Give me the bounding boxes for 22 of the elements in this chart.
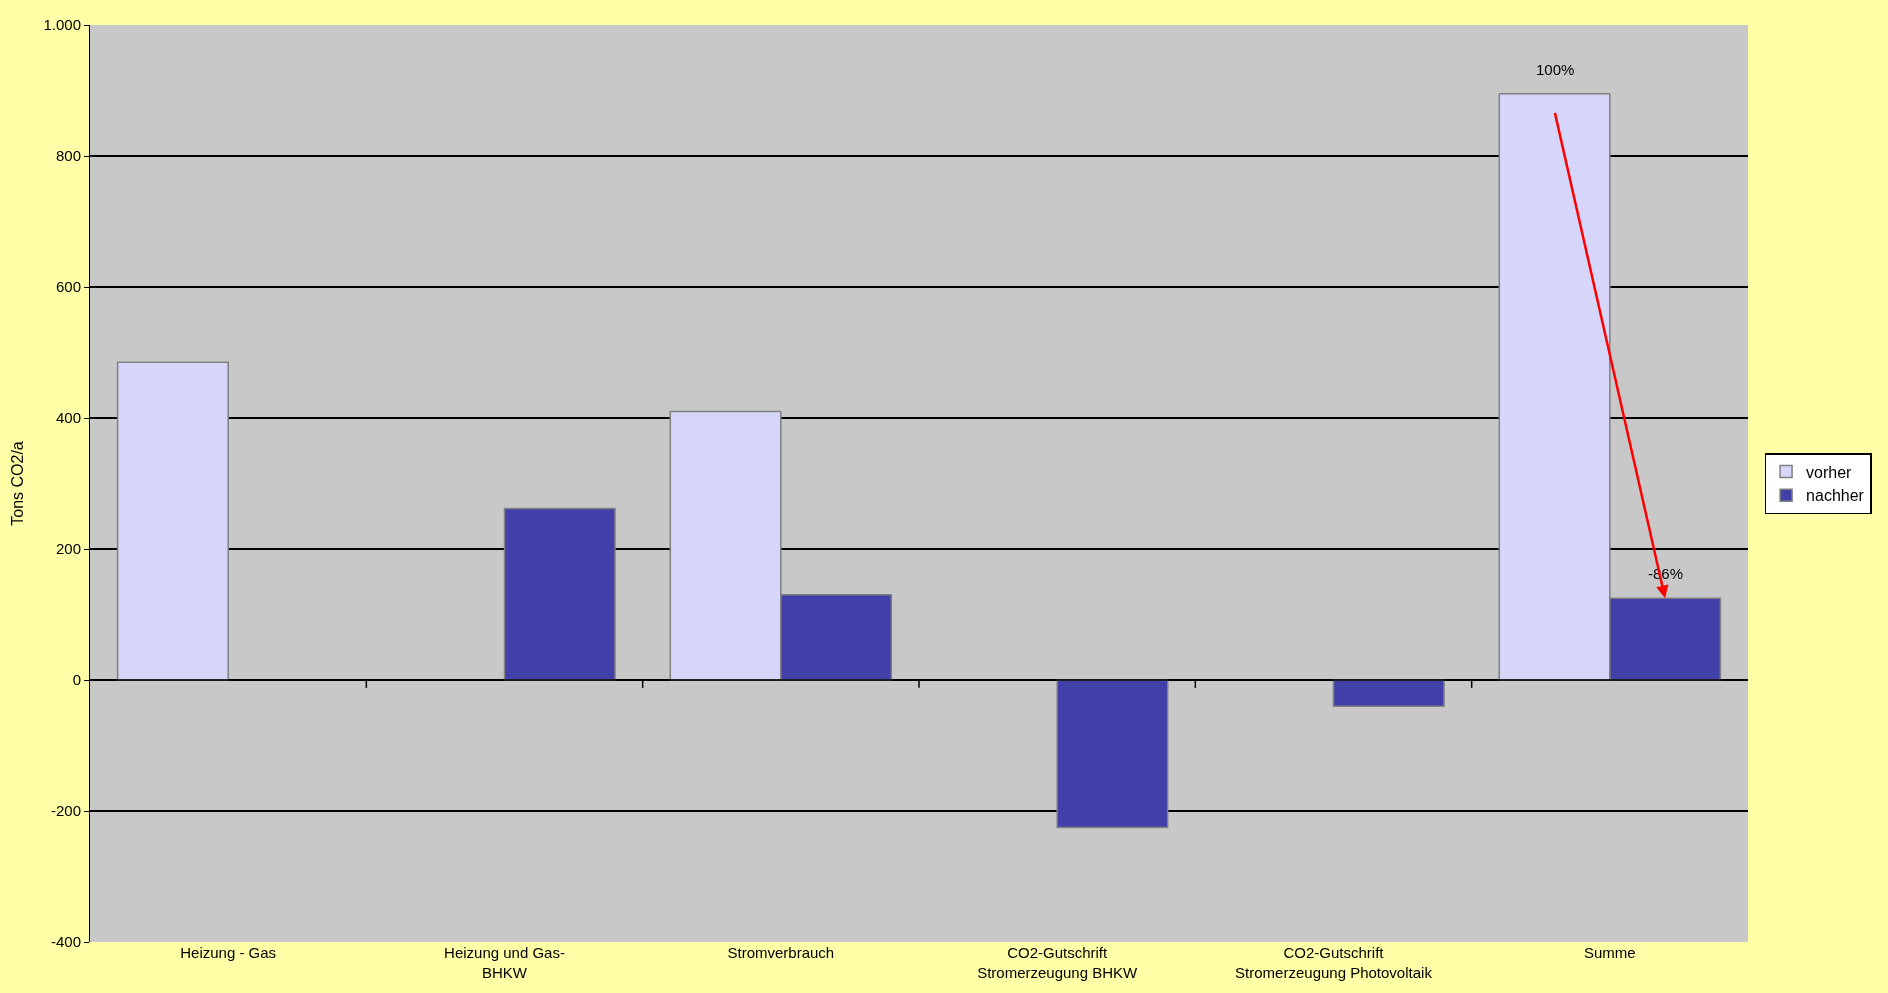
x-tick-label: Summe [1583, 944, 1636, 961]
bar [503, 507, 616, 681]
y-tick-label: 800 [55, 147, 81, 165]
x-tick-label: CO2-Gutschrift Stromerzeugung BHKW [977, 944, 1139, 981]
x-tick-label: Stromverbrauch [727, 944, 835, 961]
y-tick-label: 0 [72, 671, 81, 689]
bar [1332, 679, 1445, 707]
bar [1056, 679, 1169, 829]
legend-label: nachher [1806, 487, 1865, 505]
x-tick-label: CO2-Gutschrift Stromerzeugung Photovoltaik [1235, 944, 1433, 981]
annotation: 100% [1536, 61, 1575, 78]
y-tick-label: 200 [55, 540, 81, 558]
x-tick-label: Heizung und Gas-BHKW [444, 944, 565, 981]
y-tick-label: 400 [55, 409, 81, 427]
y-tick-label: 600 [55, 278, 81, 296]
y-axis-title: Tons CO2/a [9, 441, 27, 526]
x-tick-label: Heizung - Gas [180, 944, 277, 961]
y-tick-label: -400 [50, 933, 81, 951]
legend-label: vorher [1806, 463, 1853, 481]
y-tick-label: -200 [50, 802, 81, 820]
y-tick-label: 1.000 [43, 16, 81, 34]
bar [116, 361, 229, 681]
